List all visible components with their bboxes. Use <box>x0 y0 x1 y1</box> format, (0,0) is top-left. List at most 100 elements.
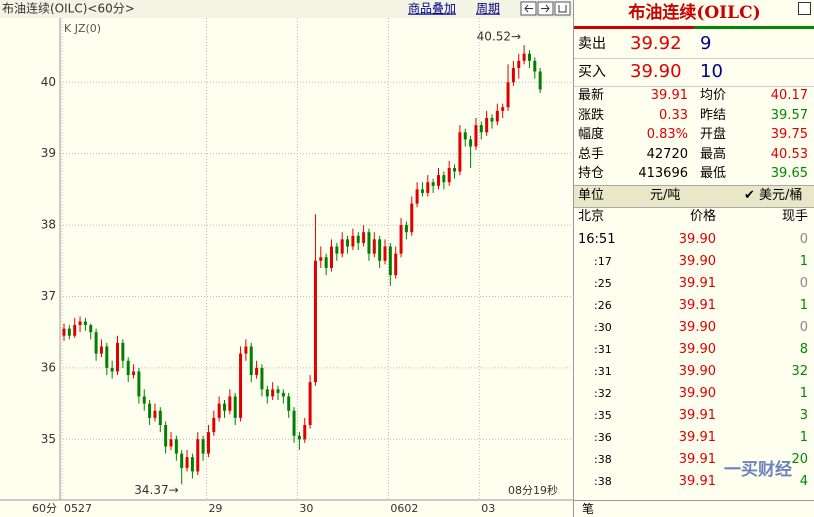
candle-body <box>201 439 205 454</box>
tick-volume: 8 <box>799 342 808 357</box>
stat-value: 42720 <box>646 146 688 162</box>
candle-body <box>388 246 392 276</box>
candle-body <box>426 182 430 193</box>
candle-body <box>153 410 157 418</box>
candle-body <box>206 432 210 454</box>
candle-body <box>223 403 226 411</box>
candle-body <box>319 257 323 261</box>
candle-body <box>94 332 98 354</box>
candle-body <box>89 325 93 333</box>
annotation: 40.52→ <box>477 30 521 44</box>
candle-body <box>501 107 505 111</box>
tick-time: :32 <box>594 387 612 400</box>
tick-volume: 4 <box>799 474 808 489</box>
book-price: 39.92 <box>630 33 682 54</box>
stat-value: 39.57 <box>770 107 808 123</box>
unit-option[interactable]: ✔ 美元/桶 <box>744 188 803 203</box>
stat-value: 40.17 <box>770 88 808 103</box>
candle-body <box>164 425 168 447</box>
y-tick-label: 36 <box>41 360 56 374</box>
candle-body <box>126 360 130 376</box>
candle-body <box>303 425 307 440</box>
candle-body <box>99 346 103 354</box>
stat-label: 最低 <box>700 166 727 182</box>
book-volume: 10 <box>700 61 723 82</box>
stat-label: 最高 <box>700 146 727 162</box>
tick-volume: 1 <box>799 386 808 401</box>
candle-body <box>340 239 344 254</box>
candle-body <box>67 328 71 336</box>
maximize-button[interactable] <box>798 2 811 15</box>
x-tick-label: 0602 <box>390 502 418 515</box>
candle-body <box>105 346 109 368</box>
stat-label: 最新 <box>578 88 605 103</box>
bar-green <box>694 26 814 29</box>
candle-body <box>335 246 339 254</box>
tick-price: 39.90 <box>678 386 716 401</box>
candle-body <box>255 367 259 376</box>
tick-time: :36 <box>594 431 612 444</box>
y-tick-label: 39 <box>41 146 56 160</box>
candle-body <box>196 439 200 472</box>
candle-body <box>506 82 510 108</box>
watermark: 一买财经 <box>724 460 792 480</box>
candle-body <box>233 396 237 418</box>
candle-body <box>410 203 414 233</box>
quote-title: 布油连续(OILC) <box>628 3 761 23</box>
candle-body <box>287 396 291 411</box>
overlay-button[interactable]: 商品叠加 <box>408 1 456 16</box>
tick-price: 39.90 <box>678 320 716 335</box>
candle-body <box>271 389 275 397</box>
tick-time: :17 <box>594 255 612 268</box>
tick-time: :31 <box>594 343 612 356</box>
candle-body <box>73 325 77 336</box>
candle-body <box>351 235 355 247</box>
book-volume: 9 <box>700 33 712 54</box>
stat-label: 幅度 <box>578 127 605 143</box>
period-button[interactable]: 周期 <box>476 2 500 16</box>
candle-body <box>281 392 285 397</box>
candle-body <box>517 60 521 68</box>
tick-volume: 1 <box>799 298 808 313</box>
sep <box>574 86 814 87</box>
candle-body <box>62 328 66 336</box>
tick-volume: 0 <box>799 232 808 247</box>
candle-body <box>132 371 136 376</box>
candle-body <box>217 403 221 418</box>
candle-body <box>511 67 515 83</box>
tick-volume: 1 <box>799 430 808 445</box>
bar-red <box>574 26 694 29</box>
candle-body <box>463 132 467 140</box>
nav-buttons[interactable] <box>520 1 571 16</box>
candle-body <box>244 346 248 354</box>
candle-body <box>346 239 350 247</box>
candle-body <box>447 167 451 183</box>
tick-volume: 0 <box>799 320 808 335</box>
candle-body <box>212 417 216 433</box>
candle-body <box>437 175 440 186</box>
unit-bg <box>574 185 814 208</box>
tick-price: 39.91 <box>678 298 716 313</box>
chart-title: 布油连续(OILC)<60分> <box>2 1 135 16</box>
y-tick-label: 38 <box>41 218 56 232</box>
candle-body <box>372 239 376 254</box>
tick-time: :25 <box>594 277 612 290</box>
candle-body <box>356 235 360 243</box>
candle-body <box>297 435 301 440</box>
unit-option[interactable]: 元/吨 <box>650 188 681 203</box>
candle-body <box>362 232 366 243</box>
candle-body <box>121 342 125 361</box>
candle-body <box>399 225 403 254</box>
tick-price: 39.90 <box>678 254 716 269</box>
footer-tab: 笔 <box>582 502 595 516</box>
candle-body <box>180 453 184 468</box>
tick-price: 39.90 <box>678 232 716 247</box>
candle-body <box>228 396 232 411</box>
tick-volume: 32 <box>791 364 808 379</box>
chart: 布油连续(OILC)<60分> 商品叠加 周期 K JZ(0) 60分 08分1… <box>0 0 573 515</box>
candle-body <box>522 53 526 61</box>
candle-body <box>169 439 173 447</box>
tick-volume: 20 <box>791 452 808 467</box>
stat-value: 39.91 <box>650 88 688 103</box>
